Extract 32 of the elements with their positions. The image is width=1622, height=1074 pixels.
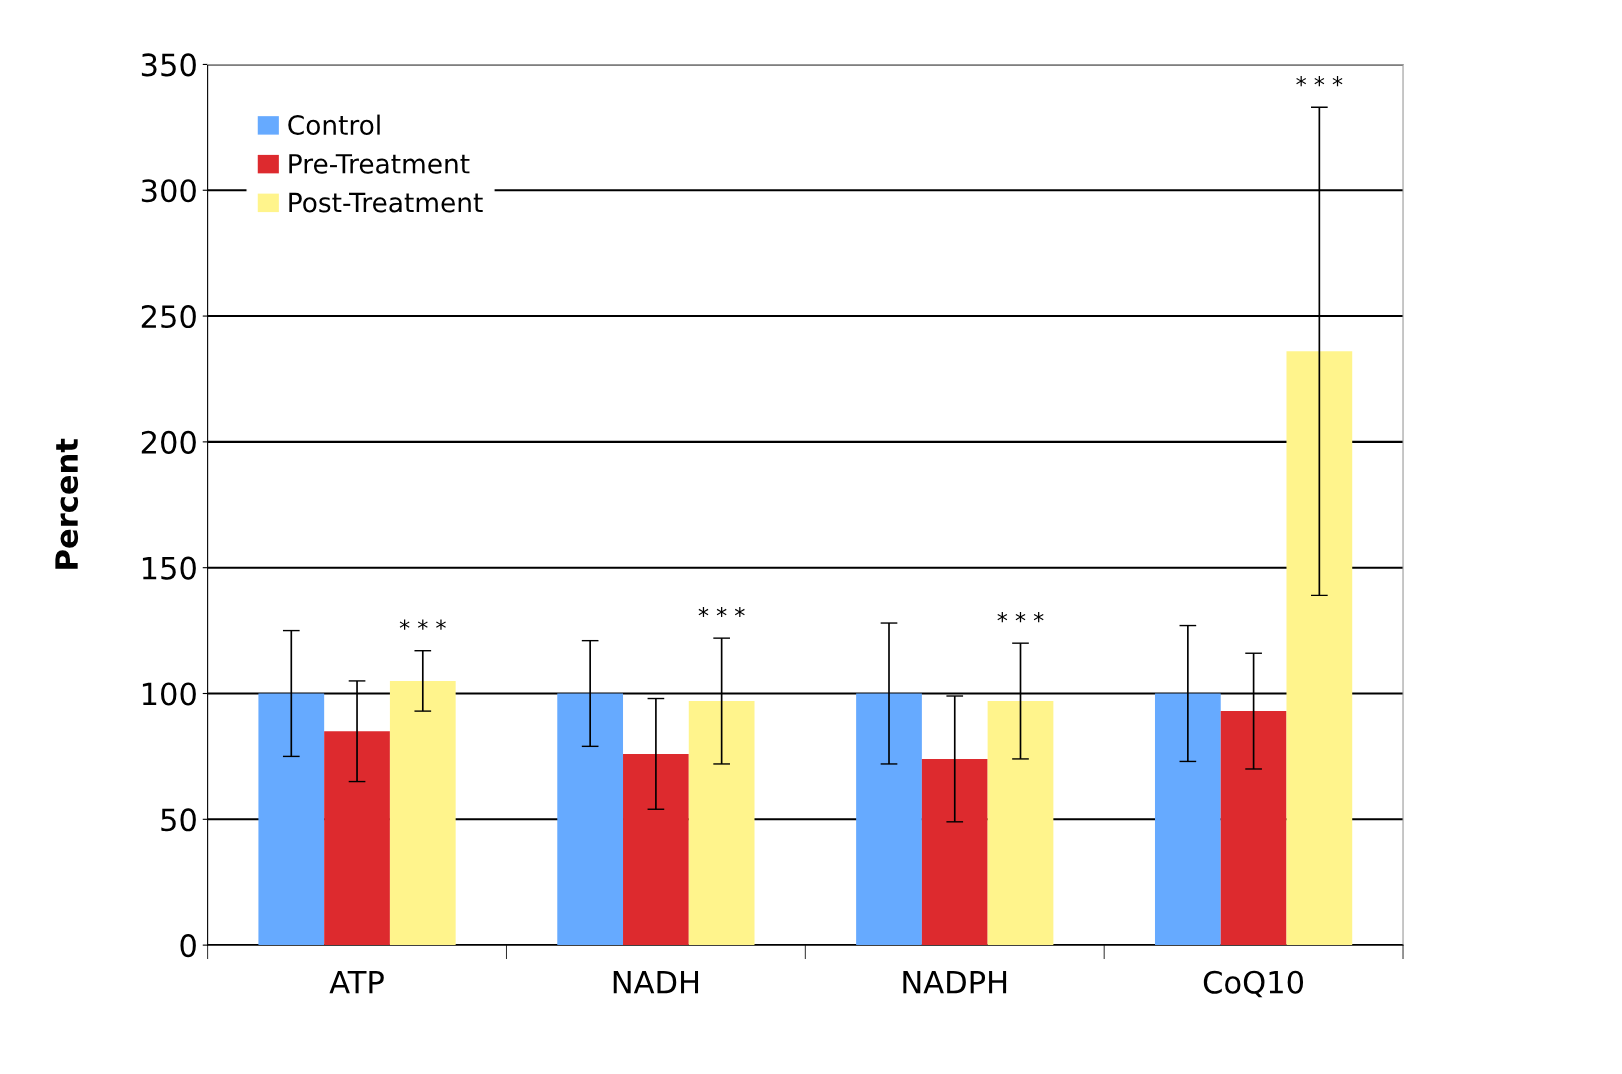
bar [987, 701, 1054, 946]
x-tick-label: ATP [329, 971, 384, 994]
legend-label: Control [288, 114, 380, 136]
legend-label: Post-Treatment [289, 192, 483, 213]
bar [1220, 711, 1287, 946]
y-tick-label: 100 [142, 682, 196, 706]
bar [856, 693, 922, 946]
y-tick-label: 250 [141, 304, 196, 329]
y-tick-label: 0 [180, 934, 196, 958]
bar [389, 680, 456, 946]
y-tick-label: 350 [141, 53, 196, 77]
annotation: * * * [997, 611, 1044, 623]
bar [688, 701, 755, 946]
annotation: * * * [698, 606, 745, 618]
y-tick-label: 300 [141, 179, 196, 203]
x-tick-label: NADH [613, 971, 699, 994]
x-tick-label: CoQ10 [1203, 970, 1304, 998]
annotation: * * * [1296, 76, 1343, 87]
bar [623, 753, 689, 946]
annotation: * * * [399, 619, 446, 630]
bar [258, 693, 325, 946]
y-axis-title: Percent [55, 438, 79, 569]
x-tick-label: NADPH [903, 971, 1007, 994]
bar [1286, 351, 1353, 946]
y-tick-label: 50 [161, 808, 196, 832]
y-tick-label: 200 [141, 430, 196, 454]
bar [921, 758, 988, 946]
bar [557, 693, 624, 946]
y-tick-label: 150 [142, 556, 196, 580]
legend-label: Pre-Treatment [289, 154, 470, 174]
bar [1154, 693, 1221, 946]
bar [324, 731, 390, 946]
